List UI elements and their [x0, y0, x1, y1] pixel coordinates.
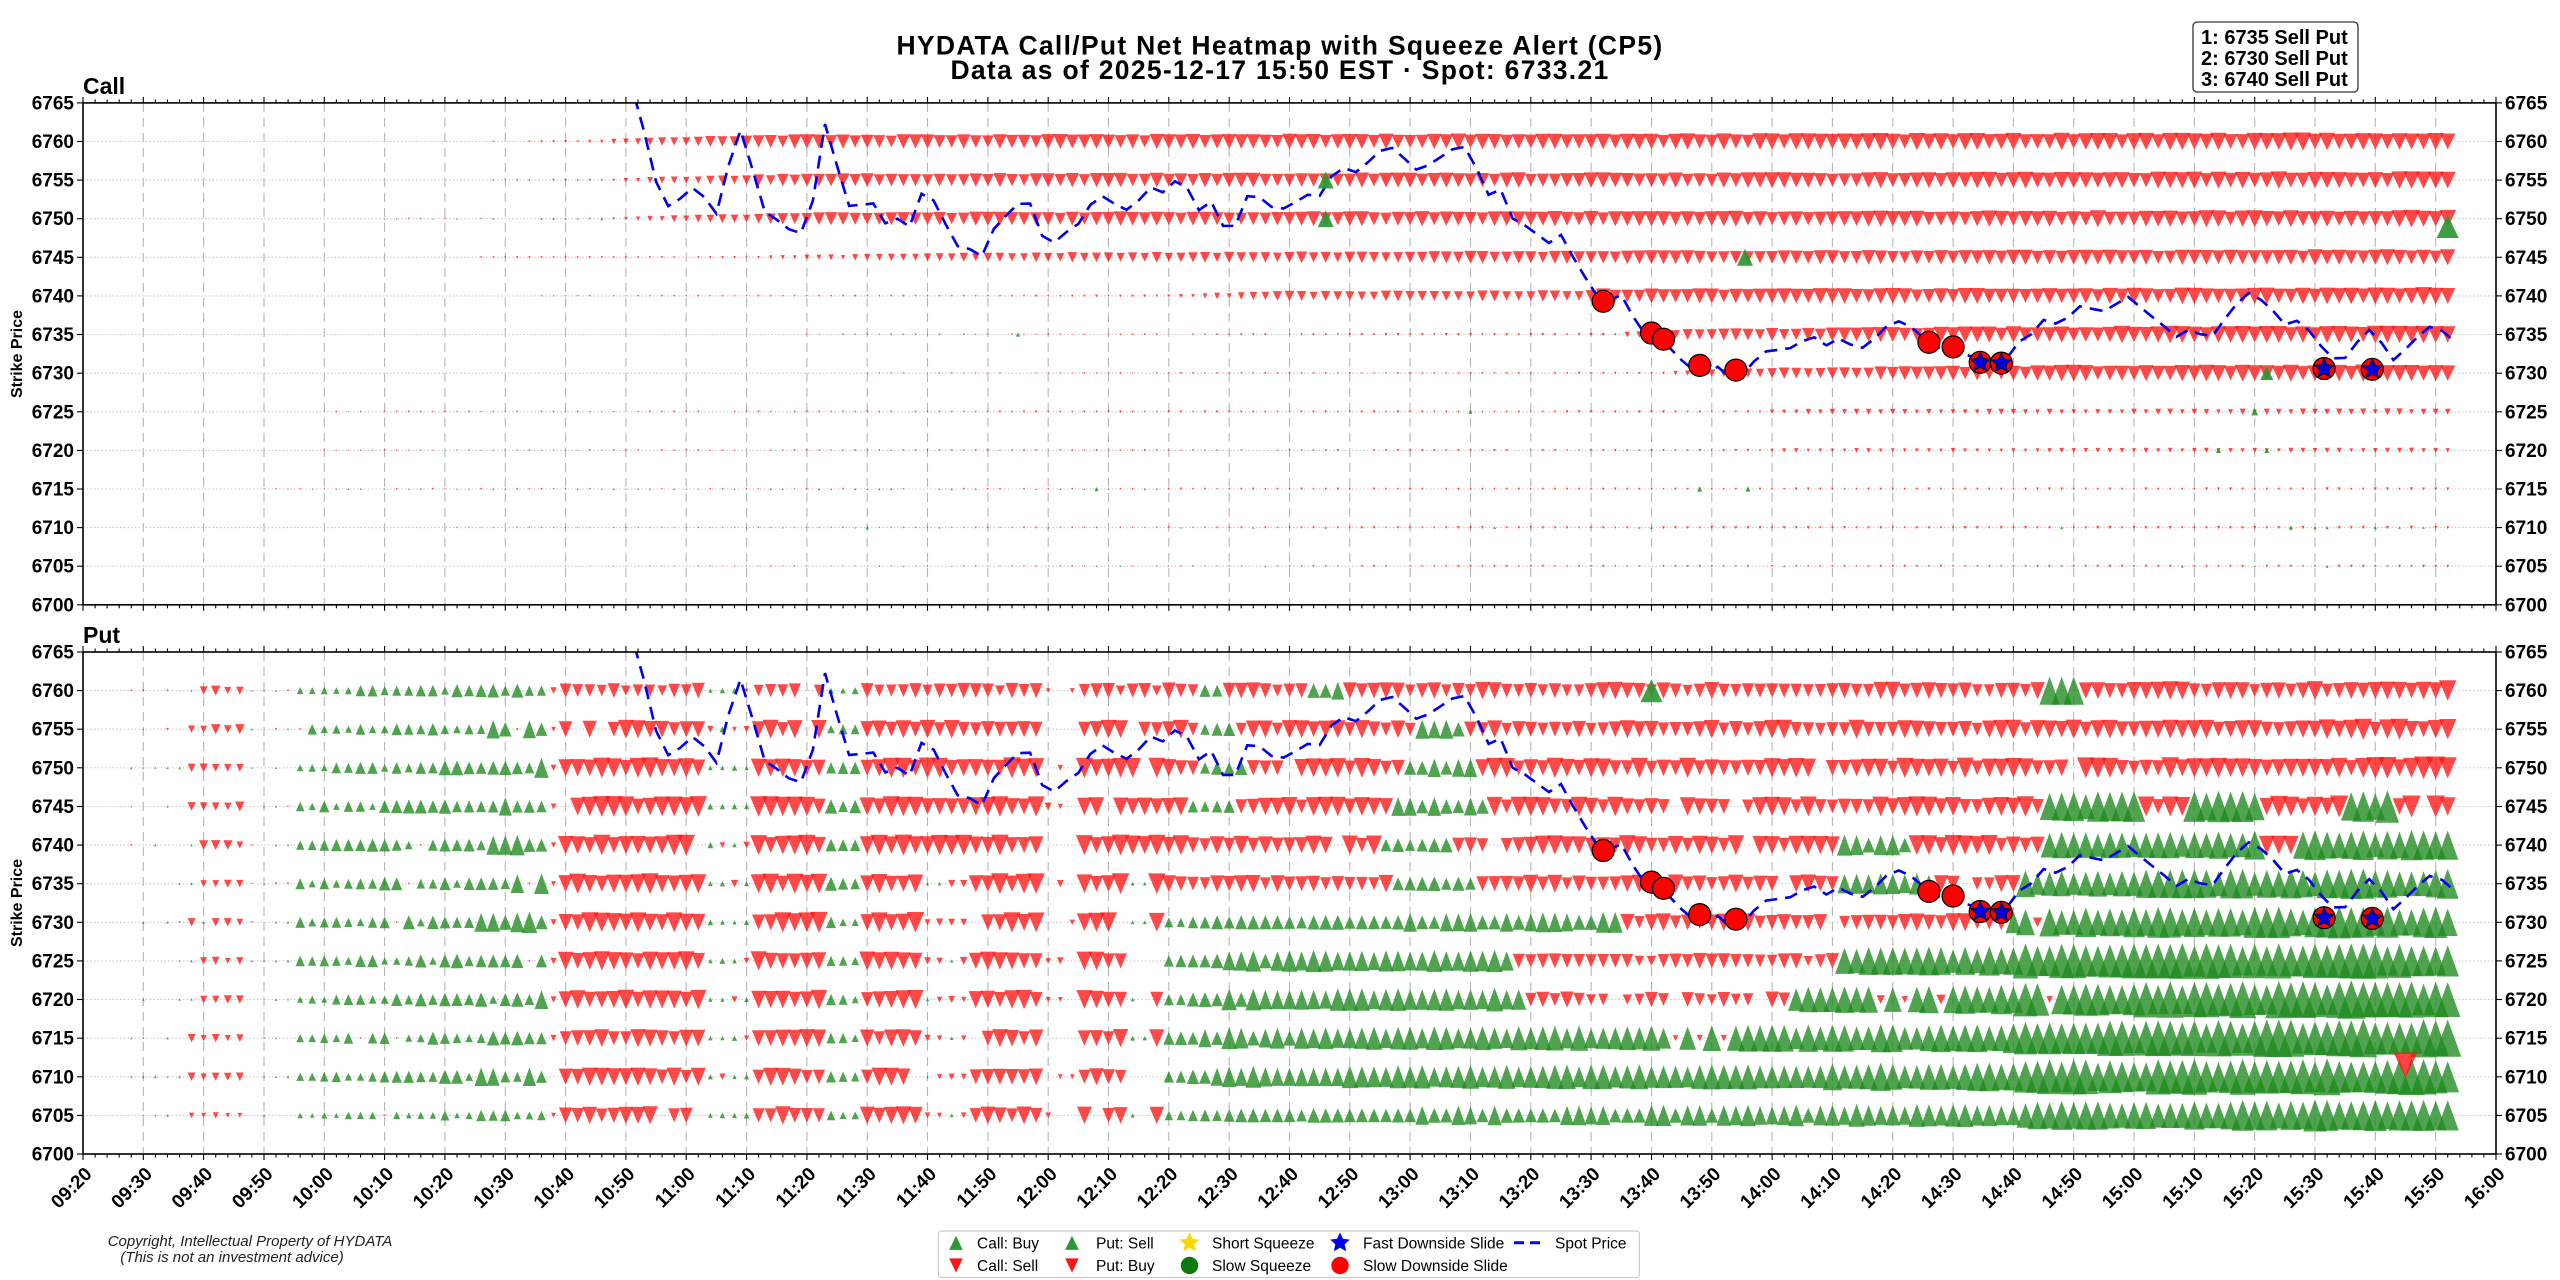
svg-text:Call: Buy: Call: Buy — [977, 1235, 1039, 1252]
svg-text:6720: 6720 — [2505, 990, 2547, 1011]
svg-text:6715: 6715 — [32, 1029, 75, 1050]
svg-text:6700: 6700 — [32, 595, 74, 616]
svg-text:6755: 6755 — [2505, 171, 2548, 192]
svg-text:6705: 6705 — [32, 1106, 75, 1127]
svg-text:6710: 6710 — [32, 1067, 74, 1088]
svg-text:6720: 6720 — [32, 441, 74, 462]
svg-text:Spot Price: Spot Price — [1555, 1235, 1627, 1252]
svg-text:6765: 6765 — [32, 93, 75, 114]
svg-text:Short Squeeze: Short Squeeze — [1212, 1235, 1315, 1252]
svg-text:6745: 6745 — [32, 797, 75, 818]
svg-text:6760: 6760 — [32, 132, 74, 153]
svg-text:Slow Squeeze: Slow Squeeze — [1212, 1258, 1311, 1275]
svg-text:6725: 6725 — [2505, 951, 2548, 972]
svg-text:6735: 6735 — [32, 874, 75, 895]
svg-text:6760: 6760 — [2505, 681, 2547, 702]
svg-text:6750: 6750 — [32, 758, 74, 779]
svg-text:Put: Put — [83, 622, 120, 648]
svg-text:Call: Sell: Call: Sell — [977, 1258, 1038, 1275]
svg-text:1: 6735 Sell Put: 1: 6735 Sell Put — [2201, 27, 2348, 49]
svg-text:6745: 6745 — [2505, 248, 2548, 269]
svg-text:6765: 6765 — [32, 643, 75, 664]
svg-text:6740: 6740 — [2505, 286, 2547, 307]
svg-text:Fast Downside Slide: Fast Downside Slide — [1363, 1235, 1504, 1252]
svg-text:6755: 6755 — [32, 720, 75, 741]
svg-text:Call: Call — [83, 73, 125, 99]
svg-text:6750: 6750 — [32, 209, 74, 230]
svg-text:6715: 6715 — [2505, 480, 2548, 501]
svg-text:6740: 6740 — [32, 836, 74, 857]
svg-text:Data as of 2025-12-17 15:50 ES: Data as of 2025-12-17 15:50 EST · Spot: … — [950, 55, 1609, 85]
svg-text:6755: 6755 — [32, 171, 75, 192]
svg-text:6740: 6740 — [32, 286, 74, 307]
svg-text:6730: 6730 — [2505, 913, 2547, 934]
svg-text:Strike Price: Strike Price — [9, 859, 26, 947]
svg-text:6720: 6720 — [32, 990, 74, 1011]
svg-text:6725: 6725 — [2505, 402, 2548, 423]
svg-text:Copyright, Intellectual Proper: Copyright, Intellectual Property of HYDA… — [108, 1233, 393, 1250]
svg-text:6720: 6720 — [2505, 441, 2547, 462]
svg-text:Slow Downside Slide: Slow Downside Slide — [1363, 1258, 1508, 1275]
svg-text:6710: 6710 — [32, 518, 74, 539]
svg-text:6730: 6730 — [32, 913, 74, 934]
svg-text:6735: 6735 — [2505, 325, 2548, 346]
svg-text:HYDATA Call/Put Net Heatmap wi: HYDATA Call/Put Net Heatmap with Squeeze… — [896, 31, 1663, 61]
svg-text:6765: 6765 — [2505, 93, 2548, 114]
svg-text:6725: 6725 — [32, 402, 75, 423]
svg-text:6710: 6710 — [2505, 1067, 2547, 1088]
svg-text:3: 6740 Sell Put: 3: 6740 Sell Put — [2201, 69, 2348, 91]
svg-text:6765: 6765 — [2505, 643, 2548, 664]
svg-text:6705: 6705 — [2505, 1106, 2548, 1127]
svg-text:6700: 6700 — [32, 1145, 74, 1166]
svg-text:6725: 6725 — [32, 951, 75, 972]
svg-text:6760: 6760 — [32, 681, 74, 702]
svg-text:6745: 6745 — [32, 248, 75, 269]
svg-text:6750: 6750 — [2505, 209, 2547, 230]
svg-text:6715: 6715 — [2505, 1029, 2548, 1050]
svg-text:6705: 6705 — [32, 557, 75, 578]
svg-text:6735: 6735 — [2505, 874, 2548, 895]
svg-text:Put: Buy: Put: Buy — [1096, 1258, 1155, 1275]
svg-text:6740: 6740 — [2505, 836, 2547, 857]
svg-text:6750: 6750 — [2505, 758, 2547, 779]
svg-text:6710: 6710 — [2505, 518, 2547, 539]
svg-text:6700: 6700 — [2505, 595, 2547, 616]
svg-text:6760: 6760 — [2505, 132, 2547, 153]
svg-text:6755: 6755 — [2505, 720, 2548, 741]
svg-text:2: 6730 Sell Put: 2: 6730 Sell Put — [2201, 48, 2348, 70]
svg-text:6715: 6715 — [32, 480, 75, 501]
svg-text:6730: 6730 — [2505, 364, 2547, 385]
svg-text:(This is not an investment adv: (This is not an investment advice) — [120, 1249, 343, 1266]
svg-text:Put: Sell: Put: Sell — [1096, 1235, 1154, 1252]
svg-text:6705: 6705 — [2505, 557, 2548, 578]
svg-text:Strike Price: Strike Price — [9, 310, 26, 398]
svg-text:6735: 6735 — [32, 325, 75, 346]
svg-text:6700: 6700 — [2505, 1145, 2547, 1166]
svg-text:6745: 6745 — [2505, 797, 2548, 818]
svg-text:6730: 6730 — [32, 364, 74, 385]
